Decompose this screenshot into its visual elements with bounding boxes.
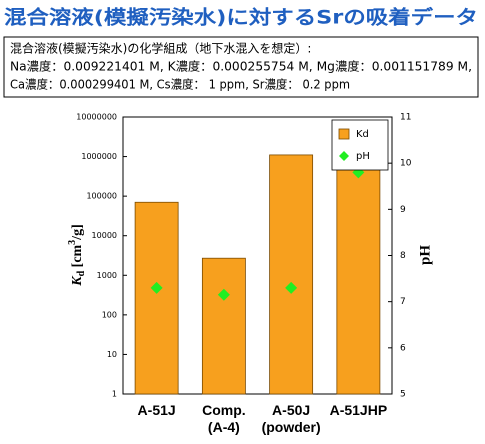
y-tick-label: 100: [102, 310, 117, 319]
y-label-part: K: [70, 275, 85, 287]
y2-axis-label: pH: [417, 245, 433, 265]
y-axis-label: Kd [cm3/g]: [67, 224, 87, 287]
info-box: [3, 36, 479, 98]
info-line: 混合溶液(模擬汚染水)の化学組成（地下水混入を想定）:: [10, 41, 311, 56]
ph-point: [150, 281, 163, 294]
x-tick-label: Comp. (A-4): [202, 402, 246, 435]
slide-title: 混合溶液(模擬汚染水)に対するSrの吸着データ: [4, 6, 478, 29]
y-label-part: [cm: [70, 244, 85, 270]
legend-label: pH: [356, 151, 370, 162]
bar: [134, 201, 179, 395]
y2-tick-label: 7: [400, 297, 406, 307]
y2-tick-label: 9: [400, 205, 406, 215]
y2-tick-label: 5: [400, 390, 406, 400]
y-label-part: /g]: [70, 224, 85, 241]
x-tick-label: A-50J (powder): [261, 402, 321, 435]
ph-point: [217, 288, 230, 301]
x-tick-label: A-51J: [137, 402, 176, 418]
legend-swatch: [338, 128, 350, 140]
legend-box: [331, 119, 389, 171]
y-tick-label: 10: [107, 350, 117, 359]
bar: [269, 154, 314, 395]
legend-label: Kd: [356, 129, 369, 140]
info-line: Na濃度：0.009221401 M, K濃度：0.000255754 M, M…: [10, 59, 472, 74]
y-tick-label: 1000: [97, 271, 117, 280]
bar: [201, 257, 246, 395]
y2-tick-label: 8: [400, 251, 406, 261]
legend-swatch: [339, 151, 349, 161]
y2-tick-label: 6: [400, 343, 406, 353]
y-tick-label: 1000000: [81, 152, 117, 161]
info-line: Ca濃度：0.000299401 M, Cs濃度： 1 ppm, Sr濃度： 0…: [10, 77, 350, 92]
y2-tick-label: 11: [400, 113, 411, 123]
y-tick-label: 10000000: [76, 113, 117, 122]
y-tick-label: 1: [112, 390, 117, 399]
x-tick-label: A-51JHP: [329, 402, 388, 418]
bar: [336, 154, 381, 395]
y-label-part: d: [76, 270, 87, 276]
y-label-part: 3: [67, 240, 78, 245]
y-tick-label: 100000: [86, 192, 117, 201]
y2-tick-label: 10: [400, 159, 412, 169]
y-tick-label: 10000: [92, 231, 117, 240]
ph-point: [285, 281, 298, 294]
